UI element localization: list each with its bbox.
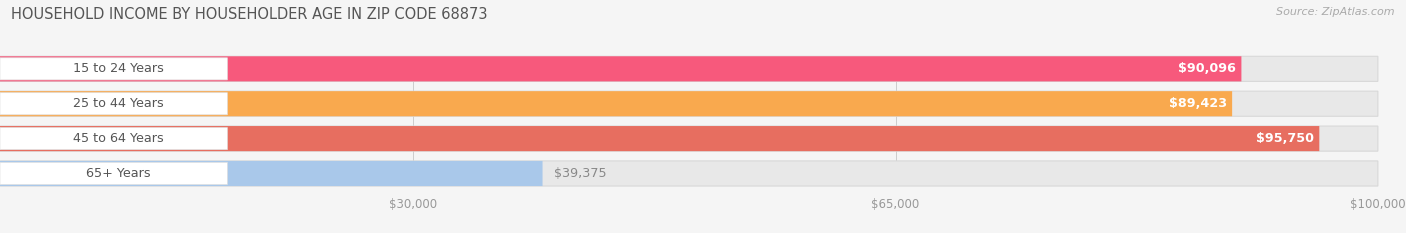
FancyBboxPatch shape: [0, 93, 228, 115]
Text: 45 to 64 Years: 45 to 64 Years: [73, 132, 163, 145]
Text: HOUSEHOLD INCOME BY HOUSEHOLDER AGE IN ZIP CODE 68873: HOUSEHOLD INCOME BY HOUSEHOLDER AGE IN Z…: [11, 7, 488, 22]
Text: $39,375: $39,375: [554, 167, 606, 180]
Text: 15 to 24 Years: 15 to 24 Years: [73, 62, 163, 75]
FancyBboxPatch shape: [0, 91, 1232, 116]
FancyBboxPatch shape: [0, 161, 1378, 186]
FancyBboxPatch shape: [0, 56, 1241, 81]
Text: $89,423: $89,423: [1168, 97, 1226, 110]
FancyBboxPatch shape: [0, 56, 1378, 81]
Text: Source: ZipAtlas.com: Source: ZipAtlas.com: [1277, 7, 1395, 17]
FancyBboxPatch shape: [0, 91, 1378, 116]
Text: 65+ Years: 65+ Years: [86, 167, 150, 180]
FancyBboxPatch shape: [0, 161, 543, 186]
Text: $95,750: $95,750: [1256, 132, 1313, 145]
Text: $90,096: $90,096: [1178, 62, 1236, 75]
FancyBboxPatch shape: [0, 127, 228, 150]
Text: 25 to 44 Years: 25 to 44 Years: [73, 97, 163, 110]
FancyBboxPatch shape: [0, 126, 1378, 151]
FancyBboxPatch shape: [0, 126, 1319, 151]
FancyBboxPatch shape: [0, 58, 228, 80]
FancyBboxPatch shape: [0, 162, 228, 185]
